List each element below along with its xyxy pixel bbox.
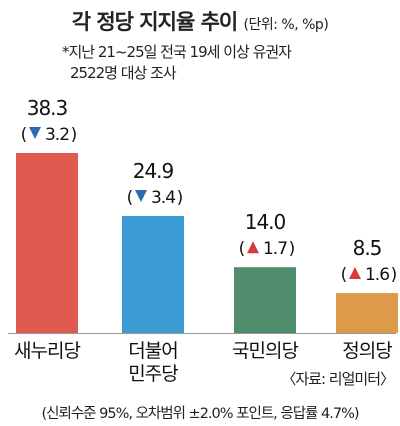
- bar-3: [336, 293, 398, 333]
- value-label-0: 38.3: [27, 96, 68, 120]
- change-value-0: 3.2: [45, 125, 69, 145]
- change-down-icon-0: [29, 126, 41, 139]
- change-up-icon-3: [349, 267, 361, 280]
- change-value-2: 1.7: [263, 239, 287, 259]
- change-down-icon-1: [135, 189, 147, 202]
- subtitle-line-2: 2522명 대상 조사: [70, 64, 177, 82]
- change-open-paren-1: (: [127, 188, 134, 208]
- source-label: 〈자료: 리얼미터〉: [281, 370, 395, 388]
- change-close-paren-1: ): [177, 188, 184, 208]
- category-label-1-line-1: 민주당: [128, 363, 178, 385]
- change-close-paren-2: ): [289, 239, 296, 259]
- category-label-3: 정의당: [342, 340, 392, 362]
- bar-2: [234, 267, 296, 333]
- value-label-1: 24.9: [133, 159, 174, 183]
- category-label-2: 국민의당: [232, 340, 298, 362]
- chart-title-text: 각 정당 지지율 추이: [71, 10, 238, 34]
- change-value-3: 1.6: [365, 265, 389, 285]
- category-label-0: 새누리당: [14, 340, 80, 362]
- change-open-paren-0: (: [21, 125, 28, 145]
- change-close-paren-0: ): [71, 125, 78, 145]
- category-label-1-line-0: 더불어: [128, 340, 177, 362]
- change-close-paren-3: ): [391, 265, 398, 285]
- change-open-paren-3: (: [341, 265, 348, 285]
- subtitle-line-1: *지난 21~25일 전국 19세 이상 유권자: [62, 43, 292, 61]
- change-open-paren-2: (: [239, 239, 246, 259]
- value-label-2: 14.0: [245, 210, 286, 234]
- bar-1: [122, 215, 184, 333]
- value-label-3: 8.5: [353, 236, 382, 260]
- chart-title: 각 정당 지지율 추이 (단위: %, %p): [0, 6, 400, 36]
- change-up-icon-2: [247, 241, 259, 254]
- bar-0: [16, 152, 78, 333]
- change-value-1: 3.4: [151, 188, 175, 208]
- footer-note: (신뢰수준 95%, 오차범위 ±2.0% 포인트, 응답률 4.7%): [41, 406, 360, 422]
- unit-label: (단위: %, %p): [243, 17, 329, 33]
